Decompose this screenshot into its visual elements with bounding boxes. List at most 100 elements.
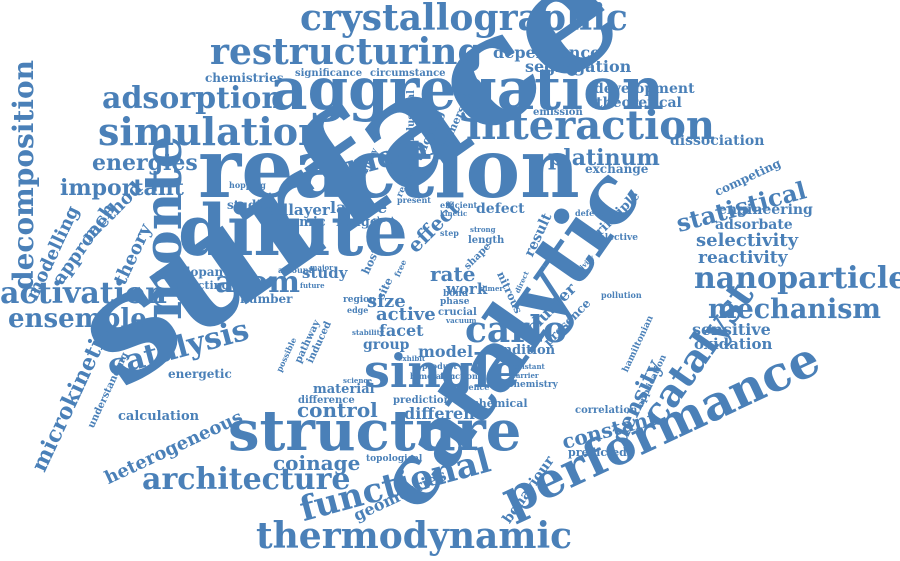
word-restructuring: restructuring — [210, 31, 483, 73]
word-crystallographic: crystallographic — [300, 0, 628, 39]
word-stability: stability — [352, 328, 384, 337]
word-group: group — [363, 337, 410, 353]
word-difference: difference — [298, 395, 355, 406]
word-platinum: platinum — [548, 145, 660, 171]
word-mechanism: mechanism — [708, 294, 881, 325]
word-lattice: lattice — [330, 198, 388, 217]
word-directing: directing — [173, 279, 230, 292]
word-exchange: exchange — [585, 162, 649, 176]
word-barrier: barrier — [511, 371, 539, 380]
word-condition: condition — [486, 343, 556, 358]
word-phase: phase — [440, 297, 470, 307]
word-topological: topological — [366, 454, 423, 464]
word-studies: studies — [227, 198, 276, 212]
word-structure: structure — [228, 398, 522, 464]
word-prediction: prediction — [393, 395, 451, 406]
word-material: material — [313, 382, 375, 397]
word-calculation: calculation — [118, 409, 200, 424]
word-segregation: segregation — [525, 57, 632, 76]
word-atomic: atomic — [276, 215, 326, 230]
word-emission: emission — [533, 107, 583, 118]
word-dimer: dimer — [480, 284, 504, 293]
word-dopant: dopant — [182, 265, 229, 279]
word-adlayer: adlayer — [268, 201, 330, 219]
word-sensitive: sensitive — [692, 320, 771, 339]
word-important: important — [60, 175, 184, 201]
word-future: future — [300, 281, 325, 290]
word-number: number — [240, 292, 293, 306]
word-work: work — [446, 280, 488, 298]
word-interaction: interaction — [466, 102, 715, 149]
word-vacuum: vacuum — [446, 316, 477, 325]
word-different: different — [404, 404, 483, 423]
word-significance: significance — [295, 68, 363, 79]
word-coinage: coinage — [273, 451, 361, 475]
word-chemistries: chemistries — [205, 71, 284, 85]
word-kinetic: kinetic — [440, 209, 468, 218]
word-step: step — [440, 228, 459, 238]
word-reactivity: reactivity — [698, 248, 788, 268]
word-possible: possible — [273, 335, 299, 374]
word-carlo: carlo — [465, 309, 567, 351]
word-single: single — [364, 344, 520, 398]
word-crucial: crucial — [438, 307, 477, 318]
word-theoretical: theoretical — [596, 95, 682, 111]
word-rate: rate — [430, 262, 476, 286]
word-activation: activation — [0, 276, 167, 311]
word-adsorbate: adsorbate — [715, 217, 793, 233]
word-hopping: hopping — [229, 180, 266, 190]
word-length: length — [468, 235, 505, 246]
word-circumstance: circumstance — [370, 68, 446, 79]
word-model: model — [418, 342, 474, 361]
word-engineering: engineering — [718, 202, 813, 218]
word-facet: facet — [379, 321, 424, 340]
word-function: function — [440, 371, 478, 381]
word-nanoparticles: nanoparticles — [694, 261, 900, 296]
word-chemical: chemical — [472, 397, 528, 410]
word-shape: shape — [462, 241, 494, 272]
word-amount: amount — [278, 265, 313, 275]
word-simulation: simulation — [98, 109, 326, 154]
word-selective: selective — [594, 233, 638, 243]
word-decomposition: decomposition — [7, 59, 40, 290]
word-dissociation: dissociation — [670, 133, 765, 149]
word-atom: atom — [215, 265, 301, 300]
word-aggregation: aggregation — [270, 55, 664, 123]
word-bimetallic: bimetallic — [410, 371, 456, 381]
word-adsorption: adsorption — [102, 81, 284, 116]
word-development: development — [594, 81, 695, 97]
word-bond: bond — [443, 289, 469, 299]
word-major: major — [310, 263, 333, 272]
word-size: size — [367, 291, 406, 312]
word-defect: defect — [476, 201, 525, 217]
word-range: range — [336, 215, 379, 230]
word-selectivity: selectivity — [696, 230, 799, 251]
word-strong: strong — [470, 225, 496, 234]
word-region: region — [343, 295, 376, 305]
word-energetic: energetic — [168, 367, 232, 381]
word-pollution: pollution — [601, 290, 642, 300]
word-oxidation: oxidation — [694, 335, 773, 353]
word-ensemble: ensemble — [8, 304, 147, 334]
word-architecture: architecture — [142, 462, 351, 497]
word-energies: energies — [92, 150, 198, 176]
word-resistant: resistant — [510, 362, 545, 371]
word-product: product — [422, 361, 458, 371]
word-thermodynamic: thermodynamic — [256, 515, 573, 557]
word-control: control — [297, 398, 378, 422]
word-predicted: predicted — [568, 446, 627, 459]
word-present: present — [397, 195, 432, 205]
word-efficient: efficient — [440, 200, 478, 210]
word-chemistry: chemistry — [508, 380, 558, 390]
word-exhibit: exhibit — [398, 354, 426, 363]
word-dependence: dependence — [493, 43, 601, 62]
word-sheet: sheet — [373, 215, 395, 224]
word-science: science — [343, 376, 373, 385]
word-reaction: reaction — [198, 121, 580, 217]
word-defective: defective — [575, 208, 616, 218]
word-edge: edge — [347, 305, 369, 315]
word-dilute: dilute — [178, 189, 408, 272]
word-correlation: correlation — [575, 405, 638, 416]
word-influence: influence — [448, 382, 490, 392]
